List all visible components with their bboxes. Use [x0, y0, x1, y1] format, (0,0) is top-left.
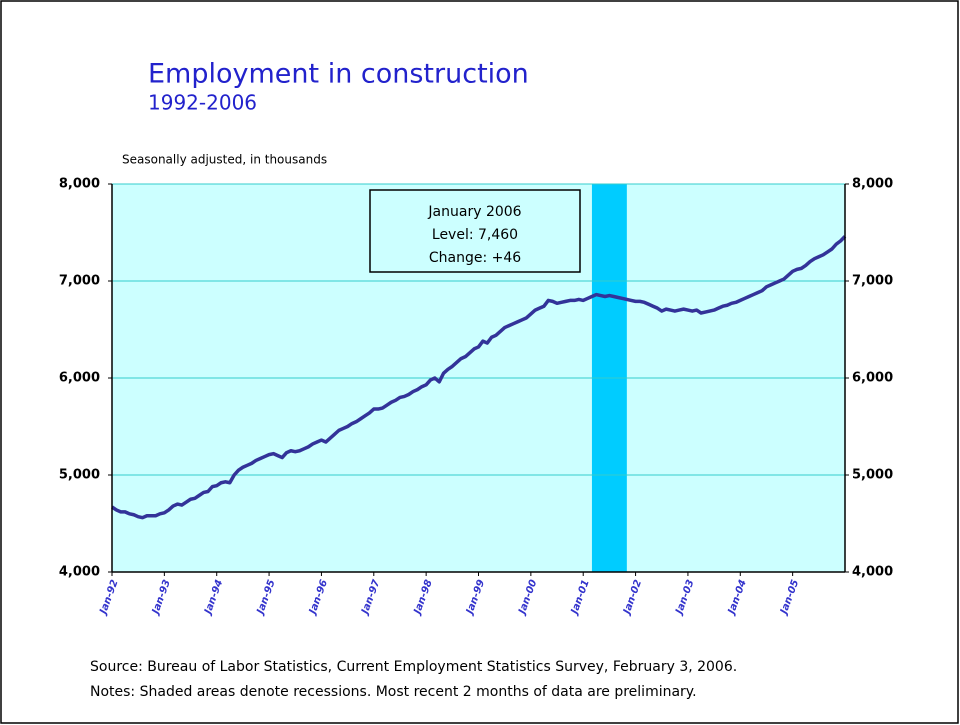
y2-tick-label: 5,000: [852, 468, 893, 483]
chart-title: Employment in construction: [148, 59, 529, 90]
y-tick-label: 4,000: [59, 565, 100, 580]
series-line: [111, 235, 847, 520]
y-tick-label: 5,000: [59, 468, 100, 483]
annotation-text: Level: 7,460: [432, 227, 518, 243]
notes: Notes: Shaded areas denote recessions. M…: [90, 684, 697, 700]
y-tick-label: 8,000: [59, 177, 100, 192]
annotation-text: January 2006: [427, 204, 521, 220]
axis-label: Seasonally adjusted, in thousands: [122, 153, 327, 167]
chart-subtitle: 1992-2006: [148, 91, 257, 115]
annotation-text: Change: +46: [429, 250, 521, 266]
y2-tick-label: 8,000: [852, 177, 893, 192]
y2-tick-label: 7,000: [852, 274, 893, 289]
annotation-box: [369, 189, 581, 273]
y-tick-label: 6,000: [59, 371, 100, 386]
y2-tick-label: 6,000: [852, 371, 893, 386]
y2-tick-label: 4,000: [852, 565, 893, 580]
y-tick-label: 7,000: [59, 274, 100, 289]
source: Source: Bureau of Labor Statistics, Curr…: [90, 659, 737, 675]
